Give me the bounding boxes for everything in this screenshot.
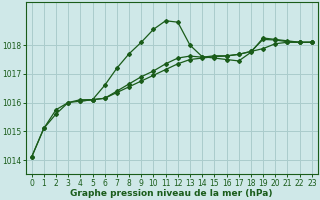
X-axis label: Graphe pression niveau de la mer (hPa): Graphe pression niveau de la mer (hPa)	[70, 189, 273, 198]
